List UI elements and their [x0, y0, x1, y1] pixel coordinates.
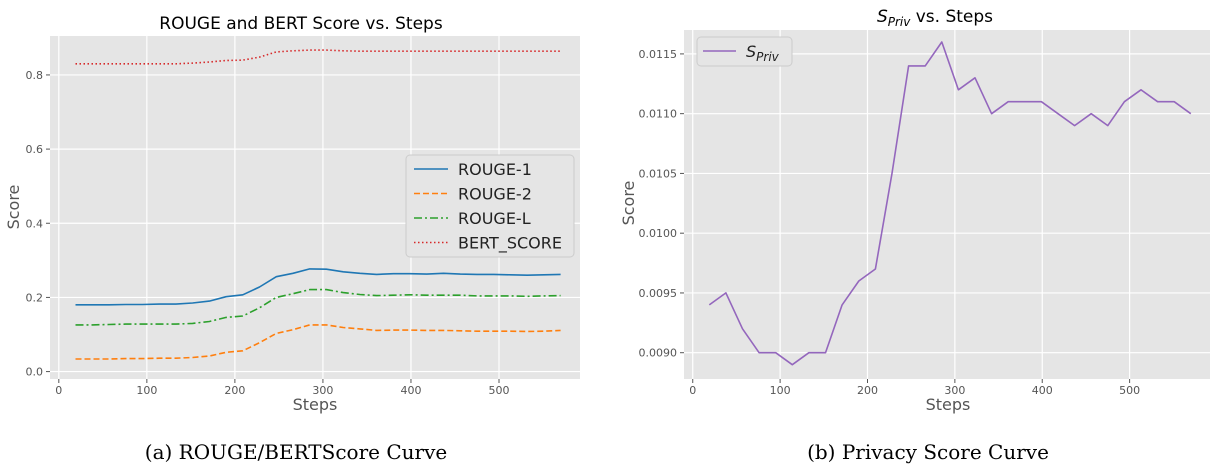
chart-a-ytick-label: 0.0 — [26, 366, 44, 379]
chart-b-xtick-label: 100 — [770, 384, 791, 397]
chart-a-xtick-label: 300 — [312, 384, 333, 397]
chart-b-xtick-label: 300 — [944, 384, 965, 397]
chart-b-title: SPriv vs. Steps — [877, 7, 993, 29]
chart-b-ytick-label: 0.0100 — [639, 227, 678, 240]
chart-b-legend-symbol: S — [746, 42, 756, 61]
chart-a-series-rouge-2 — [75, 324, 561, 360]
chart-b-ytick-label: 0.0110 — [639, 108, 678, 121]
chart-b-legend: SPriv — [696, 36, 793, 67]
chart-a-xlabel: Steps — [293, 395, 338, 414]
chart-a-ytick-label: 0.8 — [26, 69, 44, 82]
chart-a-xtick-label: 500 — [489, 384, 510, 397]
chart-b-ytick-label: 0.0105 — [639, 167, 678, 180]
chart-b-ytick-label: 0.0090 — [639, 347, 678, 360]
chart-b-series — [708, 41, 1192, 366]
chart-a-gridlines — [50, 36, 580, 379]
chart-a-ylabel: Score — [4, 185, 23, 230]
chart-b-title-subscript: Priv — [888, 15, 912, 29]
chart-rouge-bert: ROUGE and BERT Score vs. Steps 0 100 200 30… — [4, 14, 580, 414]
chart-b-legend-box — [696, 36, 793, 67]
chart-a-legend-label: BERT_SCORE — [458, 234, 562, 254]
chart-a-ytick-label: 0.2 — [26, 291, 44, 304]
chart-a-legend-label: ROUGE-L — [458, 209, 531, 228]
chart-a-ticks: 0 100 200 300 400 500 0.0 0.2 0.4 0.6 0.8 — [26, 69, 510, 397]
chart-b-legend-subscript: Priv — [756, 50, 780, 64]
chart-a-xtick-label: 100 — [136, 384, 157, 397]
chart-b-ticks: 0 100 200 300 400 500 0.0090 0.0095 0.0100 0.0105… — [639, 48, 1141, 397]
chart-b-legend-label: SPriv — [746, 42, 780, 64]
chart-b-xtick-label: 500 — [1119, 384, 1140, 397]
chart-a-legend-label: ROUGE-2 — [458, 185, 532, 204]
chart-a-legend: ROUGE-1 ROUGE-2 ROUGE-L BERT_SCORE — [405, 154, 575, 258]
chart-a-ytick-label: 0.4 — [26, 217, 44, 230]
chart-a-legend-label: ROUGE-1 — [458, 160, 532, 179]
chart-b-plot-area — [684, 30, 1210, 379]
chart-b-ytick-label: 0.0115 — [639, 48, 678, 61]
chart-a-series-rouge-l — [75, 288, 561, 326]
chart-a-xtick-label: 200 — [224, 384, 245, 397]
chart-b-xtick-label: 0 — [689, 384, 696, 397]
chart-a-legend-box — [405, 154, 575, 258]
chart-privacy: SPriv vs. Steps 0 100 200 300 400 5000.00900.… — [619, 7, 1210, 414]
chart-a-ytick-label: 0.6 — [26, 143, 44, 156]
chart-b-ylabel: Score — [619, 181, 638, 226]
chart-a-xtick-label: 400 — [400, 384, 421, 397]
caption-a: (a) ROUGE/BERTScore Curve — [145, 440, 447, 464]
chart-b-gridlines — [684, 30, 1210, 379]
chart-a-xtick-label: 0 — [55, 384, 62, 397]
chart-b-ytick-label: 0.0095 — [639, 287, 678, 300]
chart-b-xtick-label: 400 — [1032, 384, 1053, 397]
chart-b-xtick-label: 200 — [857, 384, 878, 397]
chart-a-title: ROUGE and BERT Score vs. Steps — [159, 14, 443, 34]
chart-b-series-s — [708, 41, 1192, 366]
chart-a-series — [75, 49, 561, 360]
caption-b: (b) Privacy Score Curve — [807, 440, 1049, 464]
chart-a-series-rouge-1 — [75, 268, 561, 306]
chart-b-title-symbol: S — [877, 7, 888, 27]
chart-a-series-bert-score — [75, 49, 561, 65]
chart-b-title-rest: vs. Steps — [910, 7, 993, 27]
chart-b-xlabel: Steps — [926, 395, 971, 414]
